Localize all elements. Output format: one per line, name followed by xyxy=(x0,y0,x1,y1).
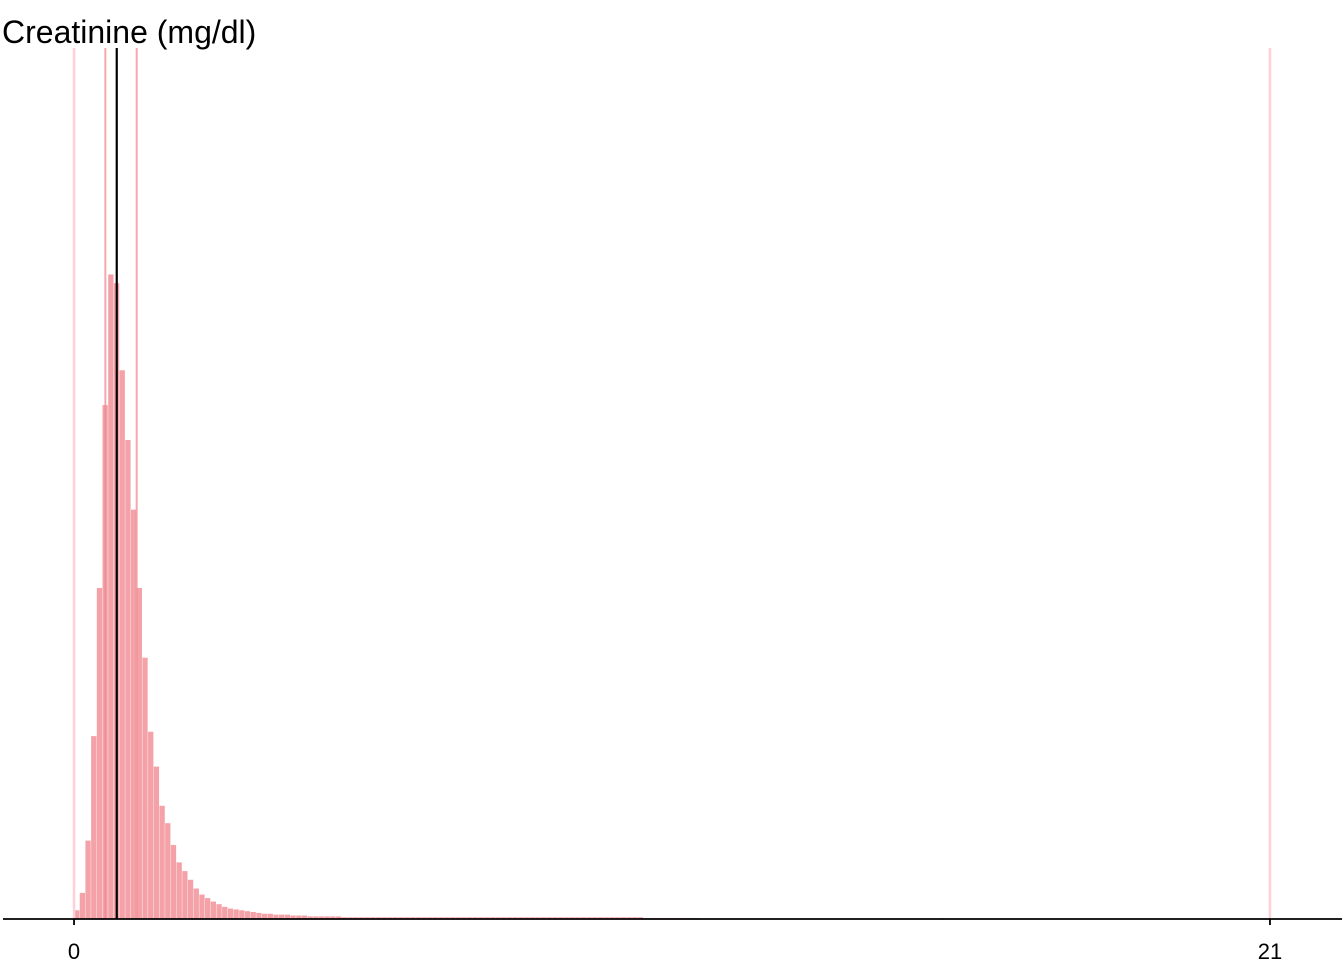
histogram-bar xyxy=(148,731,154,919)
histogram-bar xyxy=(210,901,216,919)
histogram-bar xyxy=(256,912,262,919)
histogram-bar xyxy=(290,915,296,919)
reference-lines xyxy=(72,48,1272,919)
x-tick-label: 0 xyxy=(68,939,80,960)
histogram-bar xyxy=(324,916,330,919)
histogram-bar xyxy=(330,916,336,919)
histogram-bar xyxy=(136,588,142,919)
histogram-bar xyxy=(74,910,80,919)
histogram-bar xyxy=(301,915,308,919)
histogram-bar xyxy=(250,912,256,919)
histogram-bar xyxy=(199,894,205,919)
histogram-bar xyxy=(125,439,131,919)
histogram-bar xyxy=(318,916,325,919)
histogram-bar xyxy=(279,914,285,919)
chart-title: Creatinine (mg/dl) xyxy=(2,14,256,50)
histogram-bar xyxy=(85,840,91,919)
histogram-bar xyxy=(216,904,222,919)
histogram-bar xyxy=(96,588,103,919)
histogram-bar xyxy=(187,879,194,919)
histogram-bar xyxy=(261,913,268,919)
histogram-bar xyxy=(273,914,279,919)
histogram-bar xyxy=(91,736,97,919)
histogram-bar xyxy=(313,916,319,919)
x-axis-ticks: 0 21 xyxy=(68,919,1282,960)
histogram-bar xyxy=(159,805,165,919)
histogram-bar xyxy=(227,908,234,919)
histogram-bar xyxy=(222,906,228,919)
histogram-bar xyxy=(233,909,239,919)
histogram-bar xyxy=(182,871,188,919)
histogram-bar xyxy=(296,915,302,919)
histogram-bar xyxy=(239,910,245,919)
histogram-bar xyxy=(79,892,86,919)
histogram-bars xyxy=(74,274,945,920)
histogram-bar xyxy=(153,766,160,919)
histogram-bar xyxy=(244,911,251,919)
histogram-bar xyxy=(193,888,199,919)
histogram-bar xyxy=(284,914,291,919)
histogram-bar xyxy=(267,913,273,919)
histogram-bar xyxy=(307,916,313,919)
histogram-bar xyxy=(130,509,137,919)
x-tick-label: 21 xyxy=(1258,939,1282,960)
histogram-bar xyxy=(165,823,171,919)
histogram-bar xyxy=(108,274,114,920)
histogram-bar xyxy=(336,916,342,919)
histogram-bar xyxy=(176,862,182,919)
histogram-bar xyxy=(142,657,148,919)
histogram-bar xyxy=(119,370,125,919)
histogram-bar xyxy=(170,844,177,919)
histogram-bar xyxy=(205,898,211,919)
